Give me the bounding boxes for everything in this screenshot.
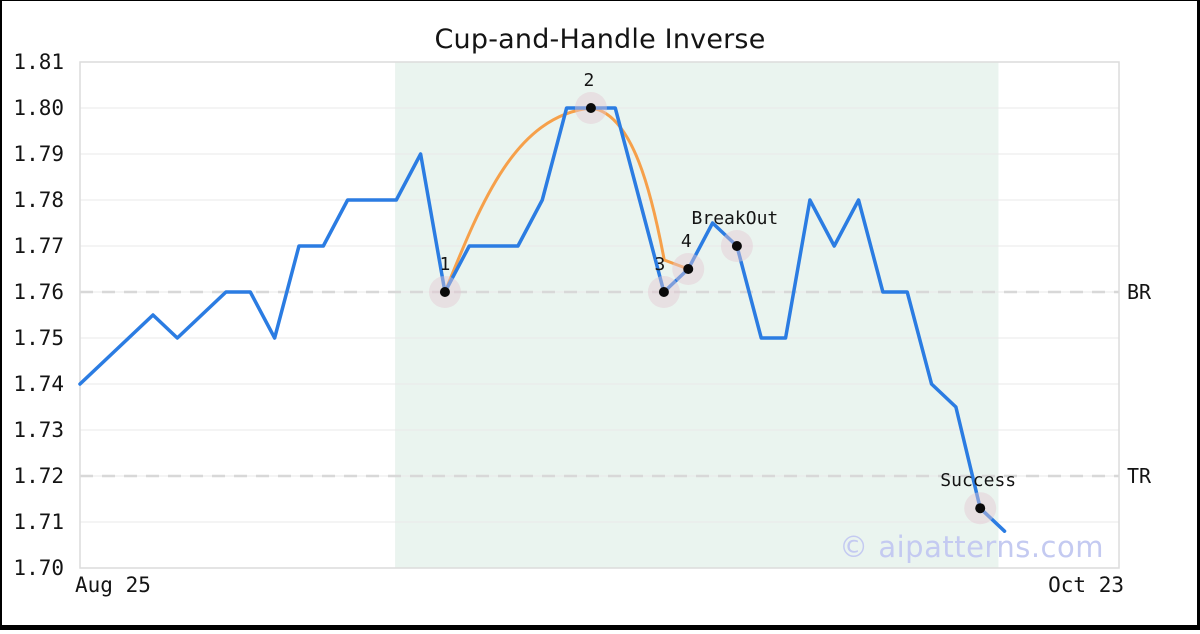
level-label-br: BR (1127, 280, 1152, 304)
price-line (78, 106, 1007, 533)
marker-dot-success (975, 503, 986, 514)
marker-dot-1 (439, 287, 450, 297)
marker-dot-breakout (731, 241, 742, 251)
y-tick-label: 1.73 (13, 418, 64, 442)
marker-dot-4 (683, 264, 694, 274)
marker-label-2: 2 (584, 70, 595, 91)
y-tick-label: 1.74 (13, 372, 64, 396)
y-tick-label: 1.78 (13, 188, 64, 212)
y-tick-label: 1.71 (13, 510, 64, 534)
plot-border (79, 61, 1120, 569)
x-axis-end-label: Oct 23 (1048, 573, 1124, 597)
marker-dot-2 (585, 103, 596, 113)
level-label-tr: TR (1127, 464, 1152, 488)
y-tick-label: 1.77 (13, 234, 64, 258)
y-tick-label: 1.72 (13, 464, 64, 488)
marker-label-breakout: BreakOut (692, 208, 779, 229)
marker-label-success: Success (940, 470, 1016, 491)
shaded-region (395, 62, 999, 568)
y-tick-label: 1.81 (13, 50, 64, 74)
chart-layers: 1.81 1.80 1.79 1.78 1.77 1.76 1.75 1.74 1.73 1.72… (13, 50, 1152, 597)
marker-label-3: 3 (654, 254, 665, 275)
marker-label-1: 1 (440, 254, 451, 275)
watermark: © aipatterns.com (839, 530, 1104, 564)
chart-title: Cup-and-Handle Inverse (434, 24, 766, 55)
y-tick-label: 1.80 (13, 96, 64, 120)
marker-label-4: 4 (681, 231, 692, 252)
y-tick-label: 1.79 (13, 142, 64, 166)
marker-dot-3 (658, 287, 669, 297)
y-tick-label: 1.75 (13, 326, 64, 350)
x-axis-start-label: Aug 25 (75, 573, 151, 597)
y-tick-label: 1.76 (13, 280, 64, 304)
y-tick-label: 1.70 (13, 556, 64, 580)
